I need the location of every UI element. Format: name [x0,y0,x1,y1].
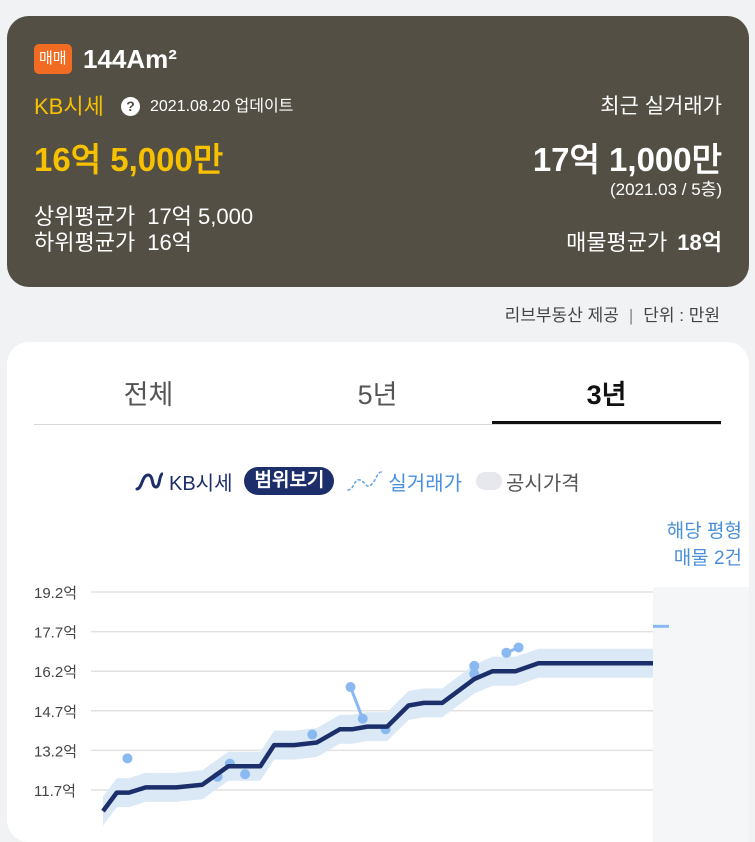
upper-average-value: 17억 5,000 [147,204,254,229]
period-tabs: 전체 5년 3년 [34,342,721,425]
actual-deal-point [513,642,524,653]
lower-average-value: 16억 [147,230,192,255]
public-price-icon [476,472,503,490]
lower-average-row: 하위평균가 16억 [34,229,192,257]
y-tick-label: 11.7억 [34,783,76,800]
help-icon[interactable]: ? [121,97,140,116]
listing-count[interactable]: 해당 평형 매물 2건 [667,518,742,572]
actual-deal-point [345,682,356,693]
actual-deal-point [357,713,368,724]
recent-deal-price: 17억 1,000만 [532,141,722,178]
recent-deal-label: 최근 실거래가 [600,95,722,118]
kb-price-line [101,661,653,813]
lower-average-label: 하위평균가 [34,230,136,255]
y-axis-ticks: 19.2억 17.7억 16.2억 14.7억 13.2억 11.7억 [34,585,77,800]
legend-public[interactable]: 공시가격 [462,467,580,496]
upper-average-label: 상위평균가 [34,204,136,229]
chart-card: 전체 5년 3년 KB시세 범위보기 실거래가 공시가격 해당 평형 매물 2건… [7,342,749,842]
listing-count-line1: 해당 평형 [666,521,742,542]
y-tick-label: 19.2억 [34,585,77,602]
actual-deal-point [240,769,251,780]
price-summary-card: 매매 144Am² KB시세 ? 2021.08.20 업데이트 16억 5,0… [7,16,749,287]
listing-average-label: 매물평균가 [566,230,668,255]
data-provider: 리브부동산 제공 [504,306,619,325]
update-date: 2021.08.20 업데이트 [150,98,294,115]
actual-deals-series [122,642,524,782]
upper-average-row: 상위평균가 17억 5,000 [34,203,253,231]
actual-deal-point [469,660,480,671]
recent-deal-info: (2021.03 / 5층) [609,180,722,199]
kb-price-value: 16억 5,000만 [34,141,224,178]
kb-price-label: KB시세 [34,94,104,119]
legend-actual-label: 실거래가 [388,472,463,495]
legend-actual[interactable]: 실거래가 [346,467,462,496]
y-tick-label: 16.2억 [34,664,77,681]
source-separator: | [628,306,634,325]
legend-kb-label: KB시세 [169,472,233,495]
range-view-button[interactable]: 범위보기 [244,467,335,495]
listing-average-value: 18억 [677,230,722,255]
tab-all[interactable]: 전체 [123,380,174,410]
actual-deal-point [501,647,512,658]
actual-deal-point [307,729,318,740]
listing-count-line2: 매물 2건 [673,548,742,569]
price-chart[interactable]: 19.2억 17.7억 16.2억 14.7억 13.2억 11.7억 [7,572,749,842]
legend-public-label: 공시가격 [506,472,580,495]
listing-average-row: 매물평균가 18억 [566,229,722,257]
actual-deal-connector [349,686,365,720]
y-tick-label: 17.7억 [34,625,77,642]
legend-kb[interactable]: KB시세 [135,467,232,496]
kb-range-band [103,648,653,826]
chart-grid [91,591,653,791]
tab-3-years[interactable]: 3년 [492,342,721,424]
unit-label: 단위 : 만원 [643,306,720,325]
area-size: 144Am² [83,44,177,74]
kb-line-icon [135,472,163,491]
y-tick-label: 13.2억 [34,743,77,760]
actual-deal-point [122,753,133,764]
trade-type-badge: 매매 [34,44,72,74]
listing-area [653,587,749,842]
tab-5-years[interactable]: 5년 [357,380,398,410]
y-tick-label: 14.7억 [34,704,77,721]
actual-line-icon [347,471,383,491]
chart-legend: KB시세 범위보기 실거래가 공시가격 [135,466,580,496]
source-line: 리브부동산 제공 | 단위 : 만원 [505,304,720,328]
